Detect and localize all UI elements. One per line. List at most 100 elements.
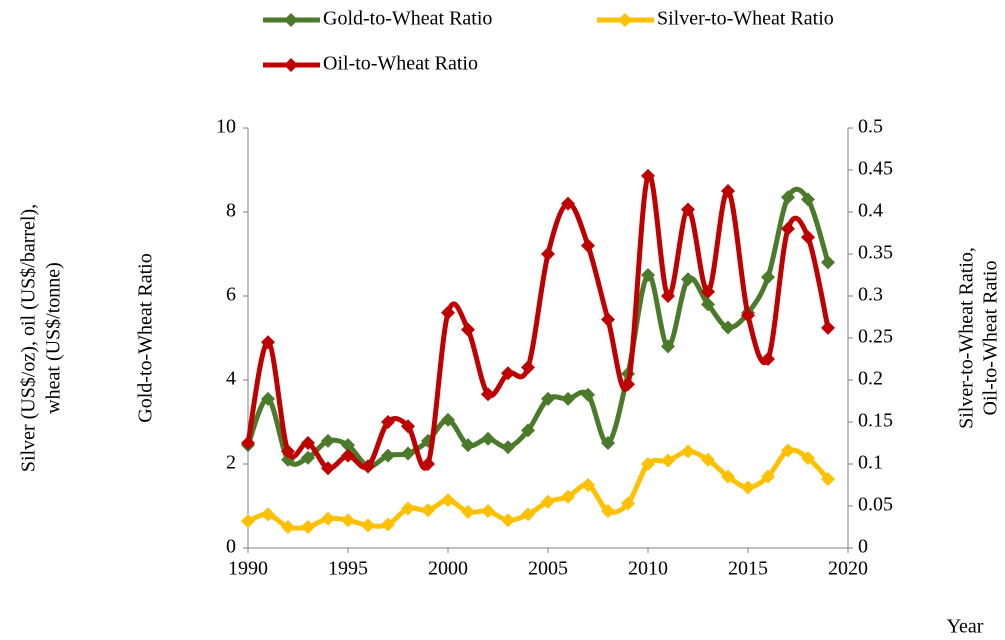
- y2-tick-label: 0.25: [858, 326, 893, 348]
- point: [801, 192, 815, 207]
- y2-tick-label: 0.2: [858, 368, 883, 390]
- point: [821, 472, 835, 487]
- point: [801, 230, 815, 245]
- y2-axis-title: Silver-to-Wheat Ratio,: [956, 247, 978, 429]
- point: [581, 387, 595, 402]
- point: [721, 469, 735, 484]
- point: [601, 436, 615, 450]
- y2-tick-label: 0.5: [858, 116, 883, 138]
- series-line: [247, 447, 830, 531]
- point: [381, 415, 395, 429]
- point: [701, 284, 715, 299]
- point: [761, 270, 775, 285]
- y-axis-title: Gold-to-Wheat Ratio: [135, 253, 157, 422]
- point: [321, 433, 335, 448]
- point: [321, 511, 335, 526]
- point: [481, 504, 495, 519]
- y2-tick-label: 0.4: [858, 200, 883, 222]
- point: [661, 453, 675, 468]
- x-tick-label: 2005: [528, 558, 568, 580]
- point: [421, 457, 435, 471]
- point: [521, 507, 535, 522]
- point: [781, 443, 795, 458]
- legend-marker: [618, 13, 632, 27]
- outer-axis-title: wheat (US$/tonne): [43, 262, 65, 414]
- x-tick-label: 2015: [728, 558, 768, 580]
- point: [541, 391, 555, 406]
- point: [781, 221, 795, 236]
- point: [701, 297, 715, 312]
- point: [281, 444, 295, 459]
- point: [561, 391, 575, 406]
- y-tick-label: 10: [216, 116, 236, 138]
- point: [701, 452, 715, 467]
- legend-marker: [284, 58, 298, 72]
- point: [761, 352, 775, 366]
- point: [761, 469, 775, 484]
- point: [561, 489, 575, 504]
- point: [541, 247, 555, 261]
- point: [521, 423, 535, 438]
- y2-axis-title: Oil-to-Wheat Ratio: [980, 261, 1002, 416]
- y2-tick-label: 0: [858, 536, 868, 558]
- point: [661, 339, 675, 354]
- point: [501, 366, 515, 381]
- point: [721, 320, 735, 335]
- point: [621, 496, 635, 511]
- point: [301, 436, 315, 450]
- point: [321, 461, 335, 476]
- point: [381, 448, 395, 463]
- point: [561, 196, 575, 211]
- y2-tick-label: 0.3: [858, 284, 883, 306]
- x-tick-label: 1995: [328, 558, 368, 580]
- y2-tick-label: 0.1: [858, 452, 883, 474]
- y2-tick-label: 0.05: [858, 494, 893, 516]
- point: [401, 446, 415, 461]
- point: [741, 480, 755, 495]
- point: [681, 272, 695, 287]
- y-tick-label: 2: [226, 452, 236, 474]
- legend-label: Gold-to-Wheat Ratio: [323, 8, 492, 30]
- point: [581, 478, 595, 492]
- point: [301, 450, 315, 465]
- point: [361, 459, 375, 474]
- point: [401, 419, 415, 434]
- point: [481, 387, 495, 402]
- point: [361, 518, 375, 533]
- point: [261, 507, 275, 522]
- point: [341, 448, 355, 463]
- point: [661, 289, 675, 303]
- y-tick-label: 8: [226, 200, 236, 222]
- y2-tick-label: 0.45: [858, 158, 893, 180]
- point: [601, 312, 615, 327]
- y-tick-label: 6: [226, 284, 236, 306]
- point: [681, 444, 695, 459]
- point: [581, 238, 595, 253]
- point: [461, 504, 475, 519]
- point: [501, 440, 515, 455]
- point: [481, 431, 495, 446]
- point: [681, 202, 695, 217]
- point: [641, 457, 655, 471]
- legend-marker: [284, 13, 298, 27]
- point: [781, 190, 795, 205]
- point: [421, 503, 435, 518]
- point: [461, 322, 475, 337]
- point: [441, 305, 455, 320]
- x-tick-label: 2010: [628, 558, 668, 580]
- x-tick-label: 1990: [228, 558, 268, 580]
- point: [281, 520, 295, 534]
- point: [721, 184, 735, 198]
- x-tick-label: 2000: [428, 558, 468, 580]
- point: [821, 255, 835, 270]
- point: [541, 494, 555, 509]
- point: [241, 514, 255, 529]
- y-tick-label: 4: [226, 368, 236, 390]
- point: [401, 501, 415, 516]
- outer-axis-title: Silver (US$/oz), oil (US$/barrel),: [18, 204, 40, 472]
- x-tick-label: 2020: [828, 558, 868, 580]
- point: [261, 391, 275, 406]
- point: [301, 520, 315, 534]
- point: [261, 335, 275, 350]
